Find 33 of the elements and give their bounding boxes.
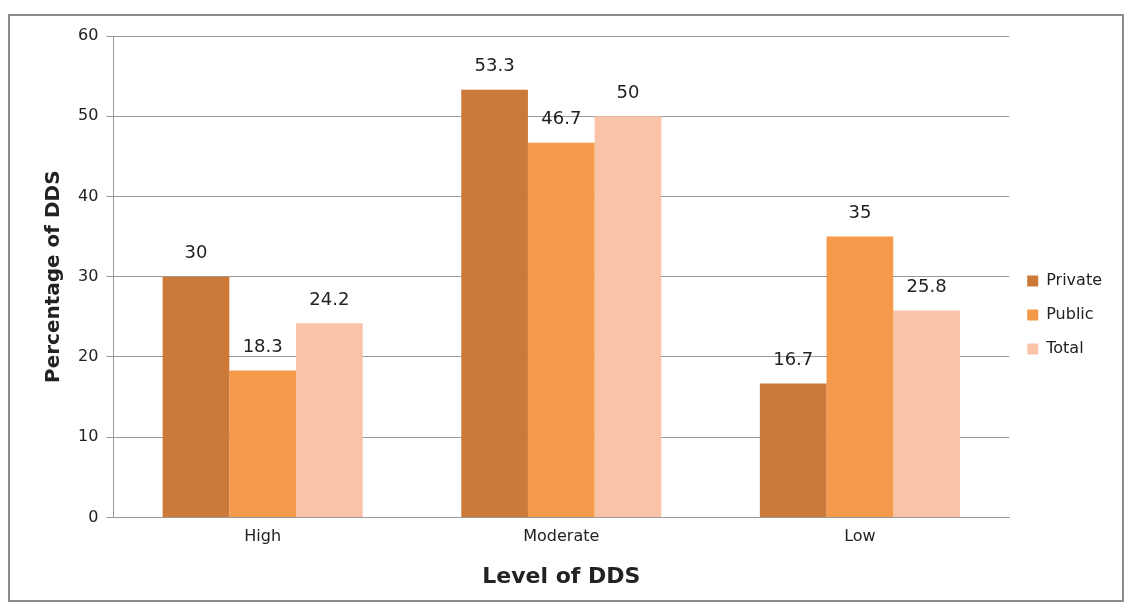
bar bbox=[461, 89, 528, 517]
y-tick-label: 0 bbox=[88, 506, 99, 526]
data-label: 16.7 bbox=[773, 348, 814, 370]
x-axis-title: Level of DDS bbox=[482, 562, 641, 588]
bar bbox=[893, 310, 960, 517]
y-axis-title: Percentage of DDS bbox=[40, 170, 65, 384]
data-label: 46.7 bbox=[541, 107, 582, 129]
data-label: 35 bbox=[848, 201, 872, 223]
bar bbox=[296, 323, 363, 517]
y-tick-label: 10 bbox=[78, 426, 99, 446]
y-tick-label: 50 bbox=[78, 105, 99, 125]
bar bbox=[162, 276, 230, 517]
bar bbox=[594, 116, 662, 517]
bar bbox=[826, 236, 894, 517]
data-label: 50 bbox=[616, 80, 640, 102]
data-label: 24.2 bbox=[309, 287, 350, 309]
bar bbox=[759, 383, 827, 517]
y-tick-label: 60 bbox=[78, 25, 99, 45]
x-tick-label: Low bbox=[844, 526, 876, 546]
legend-label: Private bbox=[1046, 270, 1102, 290]
data-label: 30 bbox=[184, 241, 208, 263]
legend-label: Public bbox=[1046, 304, 1094, 324]
y-tick-label: 40 bbox=[78, 185, 99, 205]
data-label: 25.8 bbox=[906, 275, 947, 297]
bar bbox=[229, 370, 297, 517]
y-tick-label: 30 bbox=[78, 265, 99, 285]
bar bbox=[527, 142, 595, 517]
x-tick-label: Moderate bbox=[523, 526, 600, 546]
data-label: 53.3 bbox=[474, 54, 515, 76]
data-label: 18.3 bbox=[242, 335, 283, 357]
x-tick-label: High bbox=[244, 526, 282, 546]
legend-label: Total bbox=[1045, 338, 1084, 358]
y-tick-label: 20 bbox=[78, 346, 99, 366]
